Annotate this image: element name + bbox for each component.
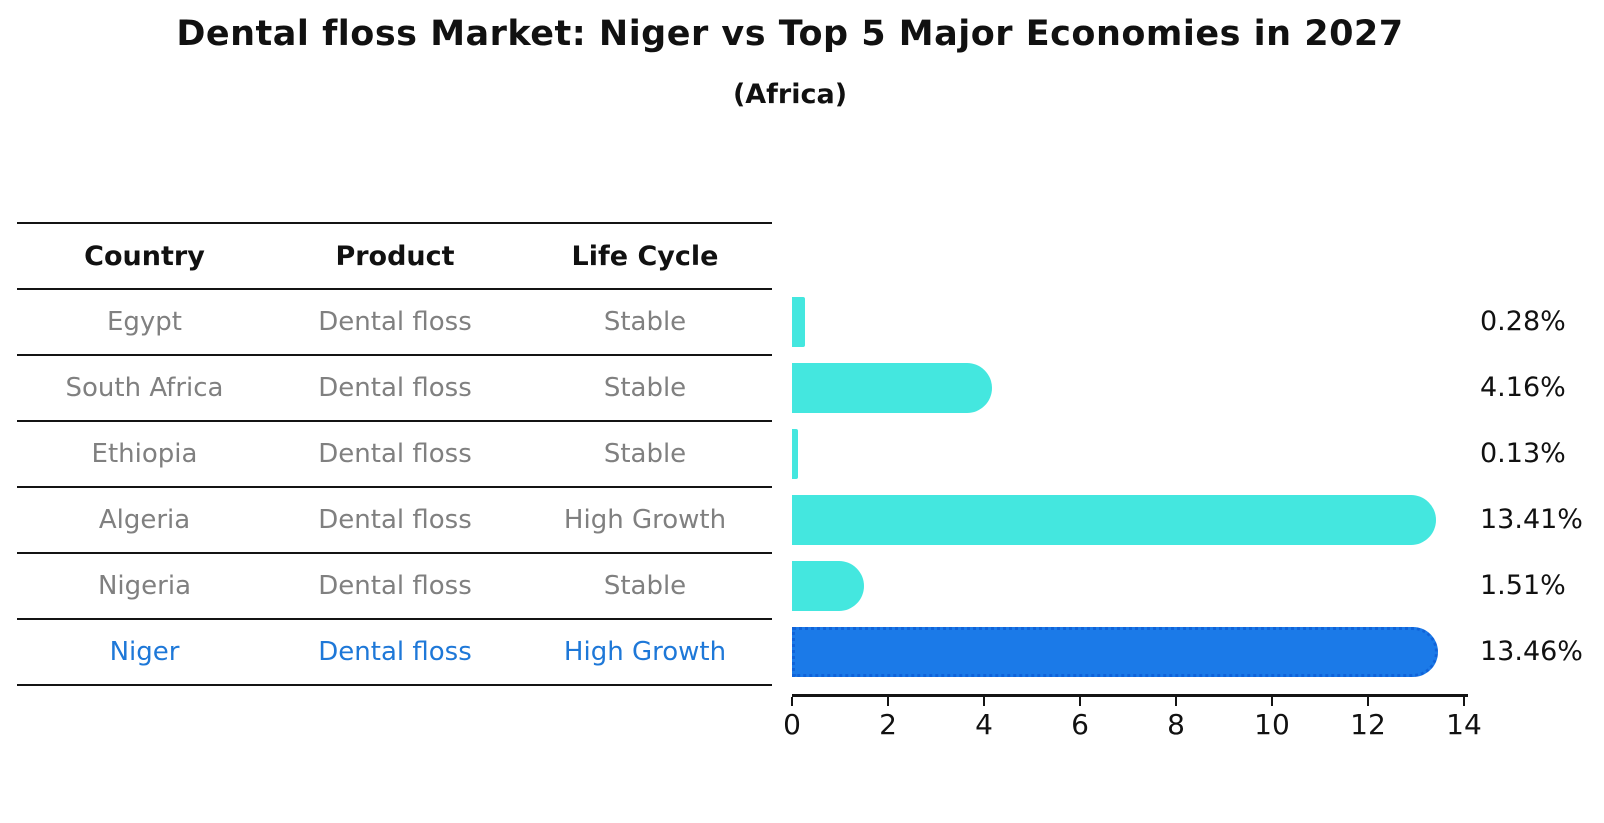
bar-row-egypt: 0.28% (792, 289, 1604, 355)
bar (792, 363, 992, 413)
bar-chart-plot: 0.28% 4.16% 0.13% 13.41% 1.51% 13.46% (783, 289, 1604, 749)
x-axis-tick (1463, 697, 1465, 706)
table-row-highlighted: Niger Dental floss High Growth (17, 620, 772, 686)
bar-row-algeria: 13.41% (792, 487, 1604, 553)
table-row: Nigeria Dental floss Stable (17, 554, 772, 620)
cell-country: Niger (109, 637, 180, 667)
x-axis-tick (1079, 697, 1081, 706)
bar-value-label: 1.51% (1480, 570, 1566, 601)
cell-product: Dental floss (318, 637, 472, 667)
x-axis-tick (1271, 697, 1273, 706)
cell-life-cycle: Stable (603, 571, 687, 601)
cell-country: Algeria (98, 505, 191, 535)
cell-product: Dental floss (318, 571, 472, 601)
table-header-row: Country Product Life Cycle (17, 224, 772, 290)
x-axis-tick-label: 14 (1446, 708, 1482, 741)
col-header-country: Country (84, 240, 205, 272)
bar (792, 297, 806, 347)
table-row: Ethiopia Dental floss Stable (17, 422, 772, 488)
bar-row-niger: 13.46% (792, 619, 1604, 685)
table-row: South Africa Dental floss Stable (17, 356, 772, 422)
x-axis-tick-label: 6 (1071, 708, 1089, 741)
x-axis-line (792, 694, 1468, 697)
bar-row-ethiopia: 0.13% (792, 421, 1604, 487)
x-axis-tick-label: 2 (879, 708, 897, 741)
bar-value-label: 4.16% (1480, 372, 1566, 403)
bar-value-label: 13.46% (1480, 636, 1583, 667)
chart-subtitle: (Africa) (732, 79, 848, 110)
x-axis-tick (983, 697, 985, 706)
x-axis-tick-label: 12 (1350, 708, 1386, 741)
bar-value-label: 13.41% (1480, 504, 1583, 535)
table-row: Algeria Dental floss High Growth (17, 488, 772, 554)
country-table: Country Product Life Cycle Egypt Dental … (17, 222, 772, 686)
x-axis-tick-label: 4 (975, 708, 993, 741)
x-axis-tick (887, 697, 889, 706)
x-axis-tick-label: 10 (1254, 708, 1290, 741)
x-axis-tick (1367, 697, 1369, 706)
x-axis-tick (1175, 697, 1177, 706)
cell-life-cycle: High Growth (563, 637, 727, 667)
bar (792, 627, 1439, 677)
bar-row-south-africa: 4.16% (792, 355, 1604, 421)
bar (792, 495, 1436, 545)
bar-value-label: 0.13% (1480, 438, 1566, 469)
bar-value-label: 0.28% (1480, 306, 1566, 337)
cell-life-cycle: Stable (603, 307, 687, 337)
table-row: Egypt Dental floss Stable (17, 290, 772, 356)
x-axis-tick (791, 697, 793, 706)
cell-country: South Africa (65, 373, 224, 403)
cell-product: Dental floss (318, 373, 472, 403)
bar-row-nigeria: 1.51% (792, 553, 1604, 619)
cell-product: Dental floss (318, 439, 472, 469)
col-header-product: Product (335, 240, 455, 272)
cell-country: Nigeria (97, 571, 192, 601)
x-axis-tick-label: 0 (783, 708, 801, 741)
x-axis-tick-label: 8 (1167, 708, 1185, 741)
col-header-life-cycle: Life Cycle (571, 240, 719, 272)
cell-country: Ethiopia (91, 439, 198, 469)
cell-life-cycle: High Growth (563, 505, 727, 535)
cell-life-cycle: Stable (603, 439, 687, 469)
bar (792, 561, 865, 611)
cell-country: Egypt (106, 307, 183, 337)
cell-life-cycle: Stable (603, 373, 687, 403)
bar (792, 429, 799, 479)
cell-product: Dental floss (318, 307, 472, 337)
chart-title: Dental floss Market: Niger vs Top 5 Majo… (176, 14, 1404, 54)
cell-product: Dental floss (318, 505, 472, 535)
